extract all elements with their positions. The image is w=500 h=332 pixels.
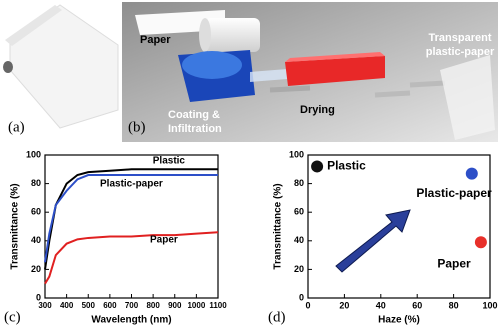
- point: [465, 167, 478, 180]
- panel-label: (b): [128, 119, 146, 135]
- y-tick-label: 20: [31, 264, 41, 274]
- y-tick-label: 100: [26, 149, 41, 159]
- y-tick-label: 60: [31, 207, 41, 217]
- x-tick-label: 0: [305, 300, 310, 310]
- point-label: Plastic-paper: [416, 186, 492, 200]
- y-tick-label: 80: [31, 178, 41, 188]
- label: Drying: [300, 104, 335, 116]
- y-tick-label: 20: [294, 264, 304, 274]
- y-tick-label: 80: [294, 178, 304, 188]
- label: plastic-paper: [426, 46, 495, 58]
- x-tick-label: 80: [449, 300, 459, 310]
- y-tick-label: 0: [36, 292, 41, 302]
- line: [44, 174, 218, 263]
- label: Paper: [140, 34, 171, 46]
- x-tick-label: 900: [168, 301, 182, 310]
- label: Transparent: [429, 32, 492, 44]
- point-label: Plastic: [327, 159, 366, 173]
- process-diagram: [122, 2, 498, 142]
- point: [474, 236, 487, 249]
- line: [44, 231, 219, 285]
- x-tick-label: 600: [103, 301, 117, 310]
- label: Infiltration: [168, 123, 222, 135]
- y-axis-label: Transmittance (%): [10, 183, 21, 269]
- plot-frame: [44, 154, 219, 299]
- x-tick-label: 400: [60, 301, 74, 310]
- panel-label: (d): [268, 309, 286, 325]
- x-axis-label: Wavelength (nm): [91, 315, 171, 326]
- series-label: Plastic: [153, 156, 186, 167]
- x-tick-label: 40: [376, 300, 386, 310]
- series-label: Paper: [150, 235, 178, 246]
- y-tick-label: 60: [294, 207, 304, 217]
- plot-frame: [307, 154, 491, 299]
- y-axis-label: Transmittance (%): [273, 183, 284, 269]
- x-tick-label: 1000: [187, 301, 205, 310]
- panel-label: (c): [4, 309, 21, 325]
- paper-roll-photo: [3, 4, 119, 129]
- panel-label: (a): [8, 119, 25, 135]
- point-label: Paper: [437, 256, 471, 270]
- x-tick-label: 300: [38, 301, 52, 310]
- point: [311, 160, 324, 173]
- x-tick-label: 800: [146, 301, 160, 310]
- x-tick-label: 100: [482, 300, 497, 310]
- x-tick-label: 1100: [209, 301, 227, 310]
- y-tick-label: 0: [299, 292, 304, 302]
- series-label: Plastic-paper: [100, 179, 163, 190]
- x-tick-label: 700: [125, 301, 139, 310]
- trend-arrow: [335, 209, 411, 273]
- y-tick-label: 100: [289, 149, 304, 159]
- x-tick-label: 20: [339, 300, 349, 310]
- x-axis-label: Haze (%): [378, 315, 420, 326]
- x-tick-label: 60: [412, 300, 422, 310]
- x-tick-label: 500: [82, 301, 96, 310]
- y-tick-label: 40: [294, 235, 304, 245]
- y-tick-label: 40: [31, 235, 41, 245]
- label: Coating &: [168, 109, 220, 121]
